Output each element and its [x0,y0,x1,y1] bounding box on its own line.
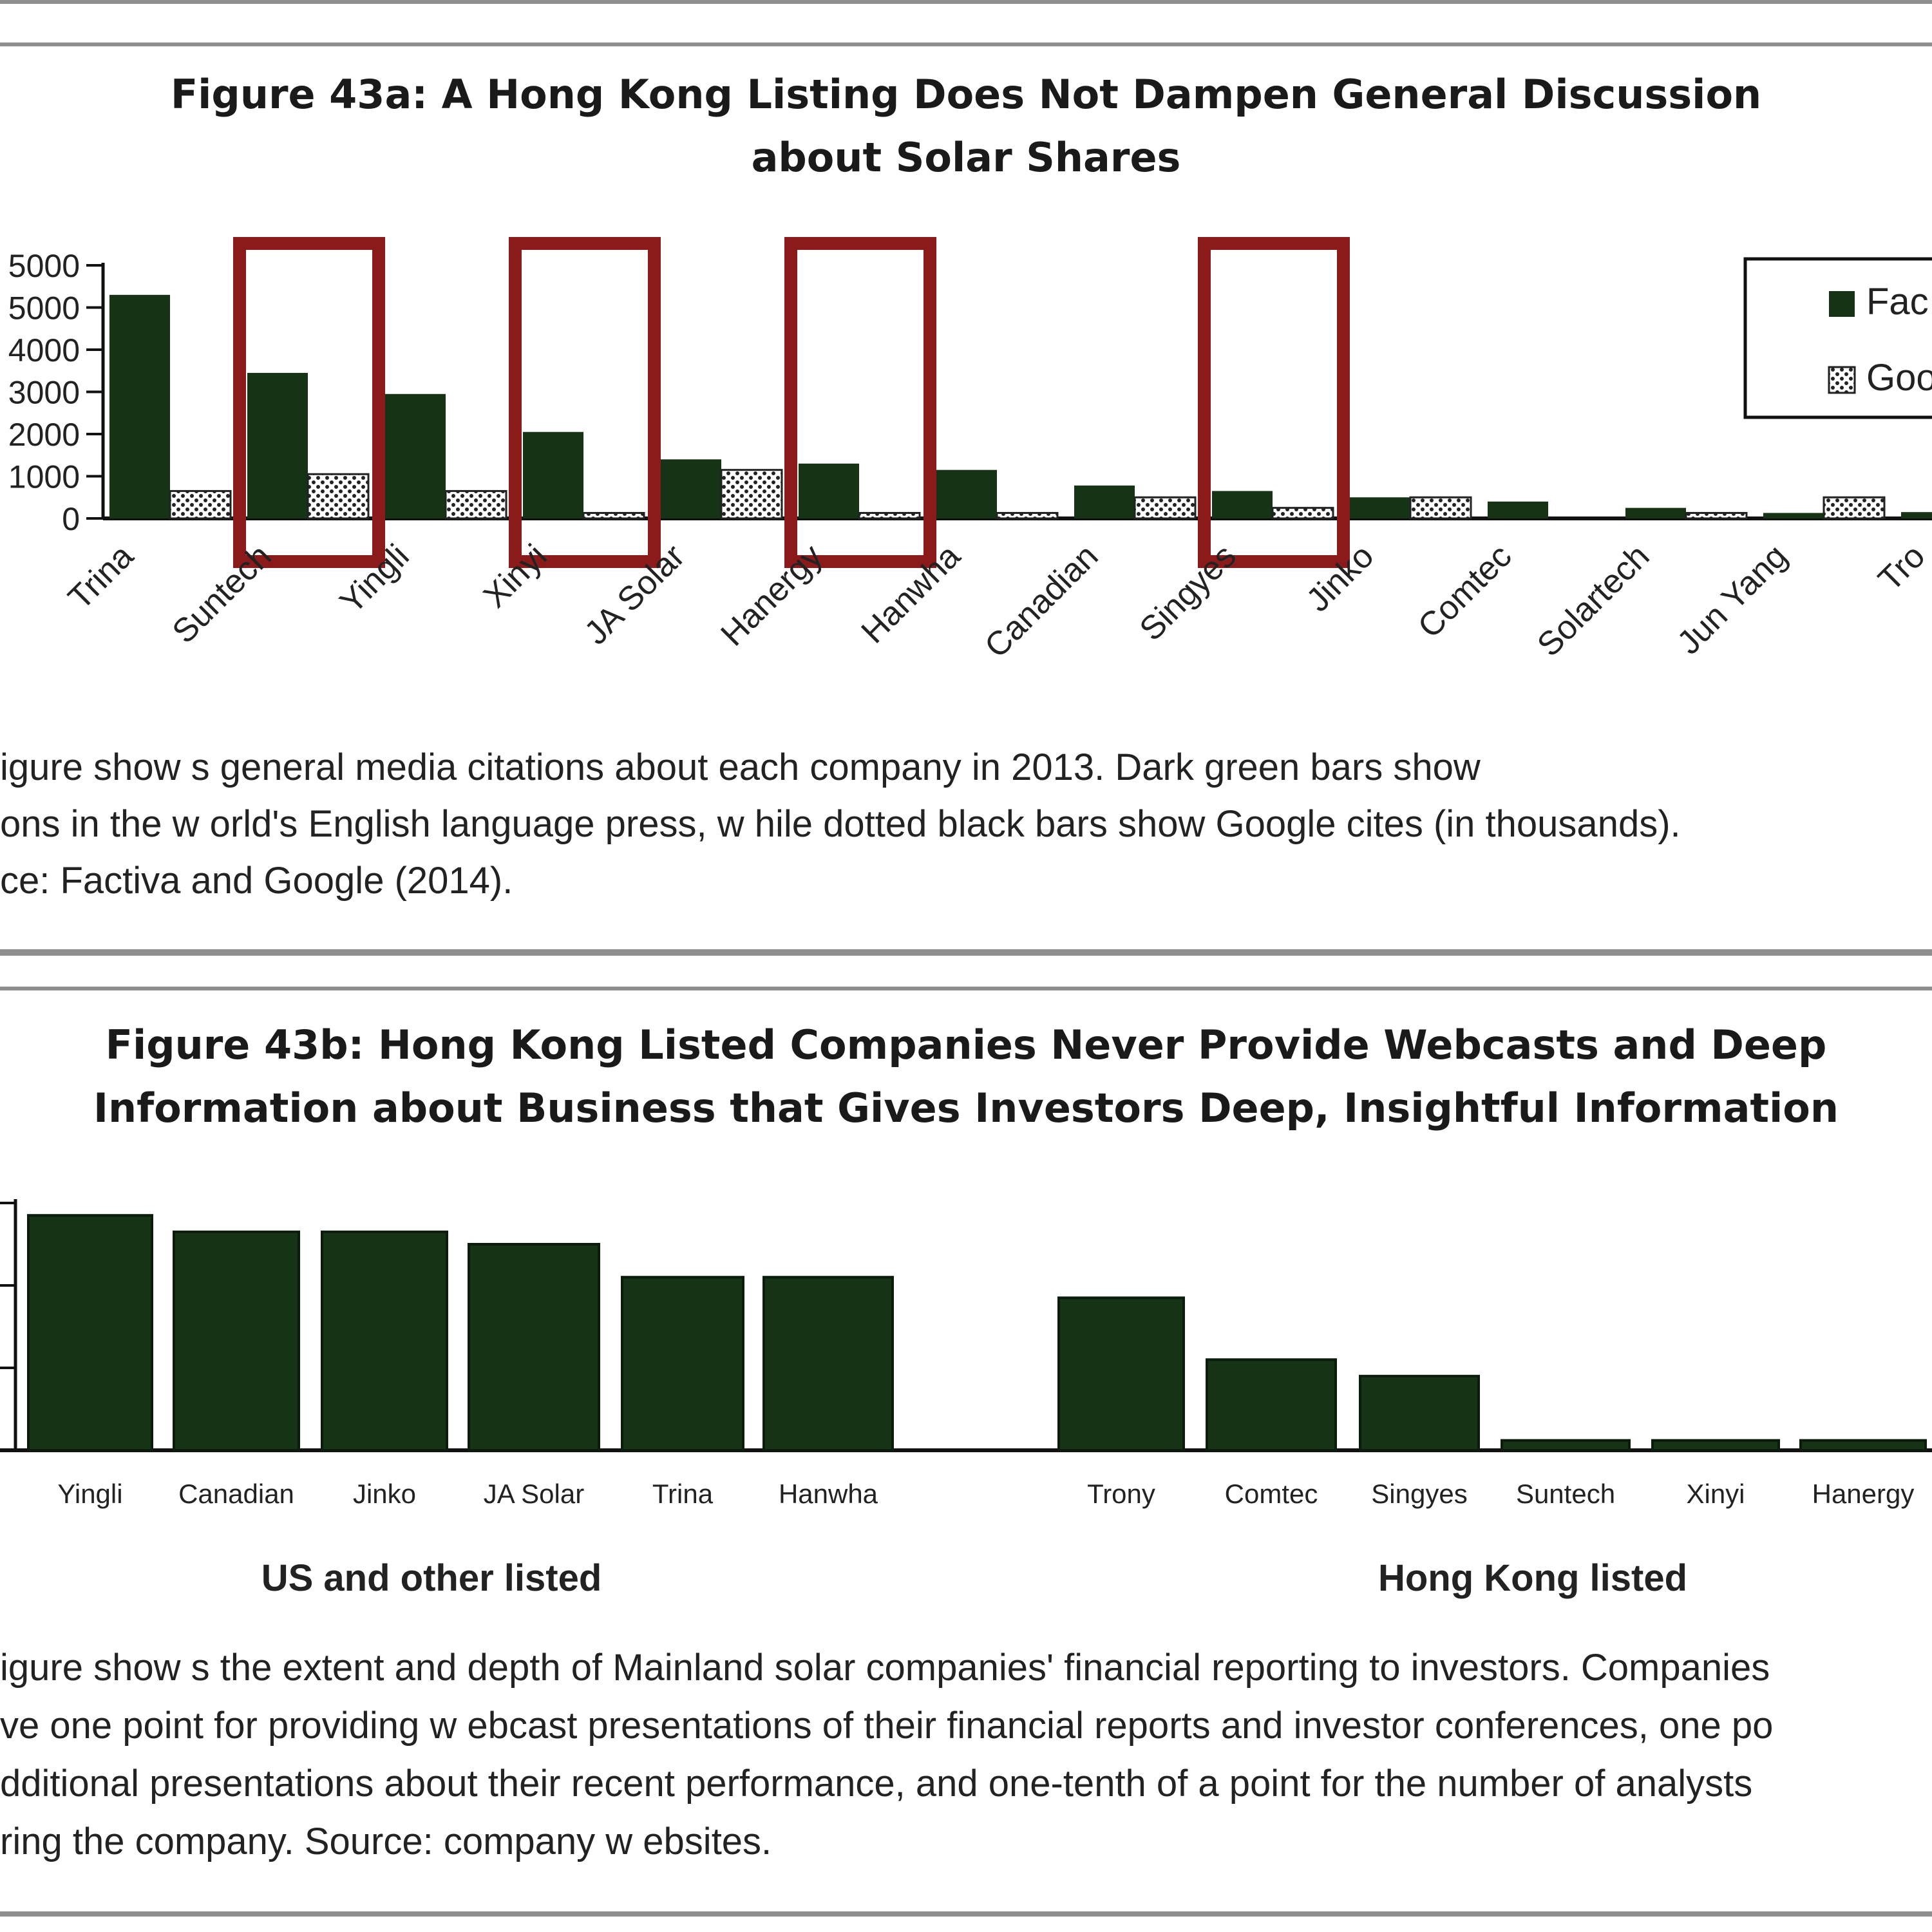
chart-a-y-tick-label: 0 [62,501,80,537]
chart-a-bar-factiva [1625,507,1686,518]
chart-a-legend: Fac Goo [1743,257,1932,419]
chart-b-bar [321,1230,448,1452]
chart-b-plot: Yingli Canadian Jinko JA Solar Trina Hanwha Tr… [0,1199,1932,1599]
chart-a-bar-google [1271,507,1334,520]
chart-b-x-label: Xinyi [1686,1479,1745,1509]
chart-a-bar-google [307,473,370,520]
chart-b-title: Figure 43b: Hong Kong Listed Companies N… [93,1021,1839,1132]
chart-b-bar [27,1214,153,1452]
chart-a-bar-google [169,489,232,520]
chart-a-bar-factiva [385,393,446,518]
chart-b-x-label: Hanergy [1812,1479,1915,1509]
chart-b-x-label: JA Solar [484,1479,584,1509]
chart-a-bar-factiva [1763,513,1824,518]
chart-a-bar-google [1823,496,1886,520]
chart-a-y-tick-label: 4000 [8,332,80,368]
chart-b-bar [1501,1439,1631,1452]
chart-a-highlight-box [784,237,936,568]
chart-a-legend-box [1743,257,1932,419]
chart-a-y-tick-label: 5000 [8,248,80,284]
chart-a-bar-google [996,511,1059,520]
chart-a-legend-swatch-google [1828,366,1856,394]
bottom-border-rule [0,1911,1932,1917]
chart-b-group-label: Hong Kong listed [1378,1557,1687,1599]
chart-a-x-label: Canadian [978,537,1105,665]
chart-a-bar-google [858,511,921,520]
chart-a-legend-label-factiva: Fac [1866,281,1929,323]
chart-a-x-label: Comtec [1411,537,1519,645]
chart-b-x-label: Singyes [1371,1479,1467,1509]
chart-b-bar [1057,1296,1185,1452]
chart-a-bar-google [1409,496,1472,520]
chart-b-x-label: Yingli [57,1479,122,1509]
chart-a-bar-factiva [1488,501,1548,518]
chart-b-x-label: Trony [1087,1479,1155,1509]
chart-b-bar [1651,1439,1780,1452]
chart-b-bar [762,1276,894,1452]
chart-a-bar-google [1685,511,1748,520]
chart-a-bar-google [720,469,783,520]
chart-b-caption-line: igure show s the extent and depth of Mai… [0,1647,1770,1689]
chart-b-bar [621,1276,744,1452]
chart-a-x-label: Xinyi [477,537,554,615]
chart-a-x-label: Jun Yang [1670,537,1794,661]
chart-a-bar-factiva [247,373,308,518]
chart-b-caption-line: ring the company. Source: company w ebsi… [0,1821,772,1862]
chart-a-x-label: Singyes [1133,537,1244,648]
chart-b-bar [1799,1439,1927,1452]
chart-a-bar-google [444,489,507,520]
chart-a-y-tick-label: 3000 [8,375,80,411]
chart-a-y-tick-label: 2000 [8,417,80,453]
chart-b-x-label: Suntech [1516,1479,1615,1509]
chart-a-x-label: Suntech [166,537,279,650]
chart-a-caption-line: ons in the w orld's English language pre… [0,803,1681,845]
chart-a-bar-factiva [1212,491,1273,518]
chart-a-title: Figure 43a: A Hong Kong Listing Does Not… [170,71,1762,181]
chart-b-x-label: Jinko [353,1479,416,1509]
chart-a-x-label: Tro [1871,537,1932,598]
chart-a-highlight-box [1198,237,1350,568]
chart-a-bar-google [1133,496,1197,520]
chart-b-x-label: Hanwha [779,1479,878,1509]
chart-a-bar-factiva [1901,512,1932,518]
chart-b-x-label: Canadian [178,1479,294,1509]
chart-a-bar-factiva [1350,497,1410,518]
chart-a-bar-factiva [1074,485,1135,518]
chart-a-y-tick-label: 5000 [8,290,80,327]
chart-a-x-label: Hanergy [714,537,829,653]
chart-a-highlight-box [233,237,385,568]
chart-b-group-label: US and other listed [261,1557,602,1599]
chart-a-bar-factiva [936,469,997,518]
chart-a-x-label: Trina [61,537,140,616]
chart-a-x-label: Hanwha [855,537,968,650]
chart-b-bar [173,1230,300,1452]
chart-b-bar [468,1243,600,1452]
chart-a-legend-swatch-factiva [1829,291,1855,317]
chart-a-bar-factiva [799,463,859,518]
chart-b-bar [1206,1358,1337,1452]
chart-b-x-label: Trina [652,1479,714,1509]
top-border-rule [0,0,1932,4]
chart-a-highlight-box [509,237,661,568]
chart-b-x-label: Comtec [1225,1479,1318,1509]
chart-a-y-tick-label: 1000 [8,459,80,495]
panel-b-top-rule [0,987,1932,990]
panel-a-bottom-rule [0,949,1932,956]
panel-a-top-rule [0,43,1932,46]
chart-a-bar-factiva [109,294,170,518]
chart-a-caption-line: igure show s general media citations abo… [0,746,1481,788]
chart-a-x-label: JA Solar [578,537,692,652]
chart-a-caption-line: ce: Factiva and Google (2014). [0,860,513,902]
chart-a-x-label: Solartech [1530,537,1656,663]
chart-a-legend-label-google: Goo [1866,357,1932,399]
chart-a-bar-google [582,511,645,520]
chart-b-caption-line: ve one point for providing w ebcast pres… [0,1705,1774,1747]
chart-b-caption-line: dditional presentations about their rece… [0,1763,1753,1804]
chart-a-bar-factiva [523,431,583,518]
chart-a-bar-factiva [661,459,721,518]
chart-b-bar [1359,1374,1480,1452]
